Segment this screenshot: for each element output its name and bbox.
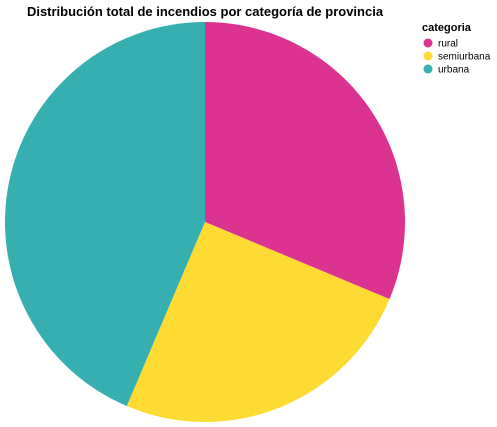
legend: categoria rural semiurbana urbana [422, 22, 491, 76]
legend-swatch-urbana [423, 64, 433, 74]
legend-label-urbana: urbana [438, 65, 470, 76]
legend-swatch-rural [423, 38, 433, 48]
pie-slice-semiurbana [126, 222, 390, 423]
pie-slice-rural [205, 22, 405, 300]
pie-slice-urbana [4, 21, 206, 407]
pie [4, 21, 405, 423]
legend-label-rural: rural [438, 39, 458, 50]
chart-title: Distribución total de incendios por cate… [27, 4, 384, 19]
legend-swatch-semiurbana [423, 51, 433, 61]
legend-title: categoria [422, 22, 472, 34]
legend-label-semiurbana: semiurbana [438, 52, 491, 63]
